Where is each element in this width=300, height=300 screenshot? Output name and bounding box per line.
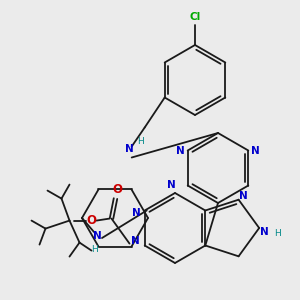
Text: N: N	[93, 231, 101, 241]
Text: H: H	[274, 229, 281, 238]
Text: H: H	[137, 137, 144, 146]
Text: N: N	[176, 146, 185, 155]
Text: Cl: Cl	[189, 12, 201, 22]
Text: O: O	[112, 183, 122, 196]
Text: N: N	[131, 236, 140, 246]
Text: O: O	[86, 214, 97, 227]
Text: N: N	[260, 227, 268, 237]
Text: N: N	[132, 208, 141, 218]
Text: N: N	[125, 145, 134, 154]
Text: H: H	[92, 244, 98, 253]
Text: N: N	[239, 191, 248, 201]
Text: N: N	[167, 180, 176, 190]
Text: N: N	[251, 146, 260, 155]
